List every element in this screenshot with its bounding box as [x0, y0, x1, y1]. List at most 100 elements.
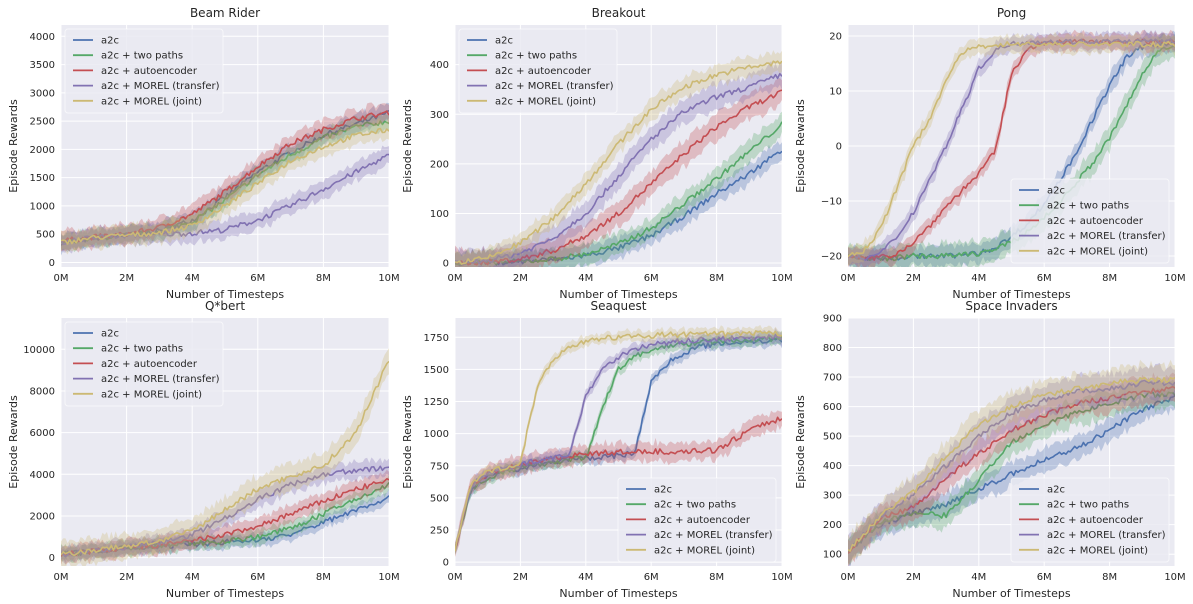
y-tick-label: 0	[443, 558, 449, 569]
y-tick-label: 250	[430, 526, 449, 537]
x-tick-label: 10M	[1164, 273, 1185, 284]
legend-label-a2c-two-paths: a2c + two paths	[101, 344, 183, 355]
x-tick-label: 2M	[906, 273, 921, 284]
legend-label-a2c-two-paths: a2c + two paths	[101, 51, 183, 62]
legend-label-a2c: a2c	[1047, 485, 1065, 496]
legend-label-a2c-two-paths: a2c + two paths	[495, 51, 577, 62]
y-tick-label: 0	[49, 258, 55, 269]
chart-title: Q*bert	[205, 299, 245, 313]
y-tick-label: 300	[430, 110, 449, 121]
legend: a2c a2c + two paths a2c + autoencoder a2c +…	[64, 28, 224, 114]
series-line-a2c-autoencoder	[61, 110, 389, 243]
x-tick-label: 6M	[250, 572, 265, 583]
legend-frame	[64, 28, 224, 114]
y-tick-label: 3000	[30, 88, 55, 99]
y-tick-label: 10000	[23, 345, 55, 356]
series-line-a2c-morel-transfer	[61, 153, 389, 246]
series-line-a2c-morel-joint	[848, 376, 1175, 552]
x-tick-label: 2M	[513, 572, 528, 583]
chart-panel-q-bert: 0M 2M 4M 6M 8M 10M 0 2000 4000 6000 8000 10000 Q*ber…	[7, 299, 400, 600]
series-line-a2c-autoencoder	[848, 38, 1175, 262]
chart-panel-space-invaders: 0M 2M 4M 6M 8M 10M 100 200 300 400 500 600 700 800 900…	[794, 299, 1186, 600]
chart-title: Space Invaders	[965, 299, 1057, 313]
x-tick-label: 8M	[709, 273, 724, 284]
y-tick-label: 1000	[424, 429, 449, 440]
y-tick-label: 400	[430, 60, 449, 71]
y-tick-label: 1500	[30, 173, 55, 184]
y-axis-label: Episode Rewards	[794, 99, 807, 193]
y-tick-label: 3500	[30, 60, 55, 71]
band-a2c-morel-joint	[61, 348, 389, 566]
band-a2c-morel-transfer	[455, 61, 782, 267]
chart-title: Breakout	[592, 6, 646, 20]
y-tick-label: 8000	[30, 386, 55, 397]
x-tick-label: 0M	[54, 273, 69, 284]
band-a2c-morel-joint	[455, 50, 782, 267]
legend-label-a2c: a2c	[1047, 186, 1065, 197]
y-tick-label: −20	[821, 252, 842, 263]
legend-label-a2c-autoencoder: a2c + autoencoder	[1047, 216, 1144, 227]
legend: a2c a2c + two paths a2c + autoencoder a2c +…	[1010, 178, 1170, 264]
y-tick-label: 800	[823, 343, 842, 354]
series-line-a2c-autoencoder	[455, 89, 782, 266]
band-a2c-two-paths	[455, 111, 782, 267]
legend-label-a2c-autoencoder: a2c + autoencoder	[495, 66, 592, 77]
y-tick-label: 200	[823, 520, 842, 531]
y-tick-label: 1000	[30, 201, 55, 212]
y-tick-label: 0	[49, 553, 55, 564]
legend-frame	[1010, 178, 1170, 264]
x-tick-label: 2M	[119, 572, 134, 583]
y-tick-label: 20	[829, 32, 842, 43]
x-tick-label: 0M	[841, 572, 856, 583]
band-a2c-two-paths	[61, 111, 389, 253]
legend-frame	[1010, 477, 1170, 563]
y-tick-label: 4000	[30, 470, 55, 481]
chart-panel-breakout: 0M 2M 4M 6M 8M 10M 0 100 200 300 400 Breakout Number…	[401, 6, 793, 301]
x-tick-label: 4M	[185, 273, 200, 284]
legend-label-a2c: a2c	[654, 485, 672, 496]
x-tick-label: 4M	[578, 273, 593, 284]
series-line-a2c-morel-joint	[61, 127, 389, 245]
y-tick-label: 4000	[30, 32, 55, 43]
legend-label-a2c: a2c	[101, 329, 119, 340]
legend-label-a2c-morel-joint: a2c + MOREL (joint)	[495, 96, 596, 107]
band-a2c-morel-transfer	[61, 145, 389, 254]
x-tick-label: 0M	[448, 273, 463, 284]
y-axis-label: Episode Rewards	[7, 395, 20, 489]
band-a2c-autoencoder	[61, 469, 389, 565]
legend-frame	[617, 477, 777, 563]
x-tick-label: 10M	[1164, 572, 1185, 583]
y-tick-label: 2000	[30, 511, 55, 522]
band-a2c-morel-joint	[848, 359, 1175, 566]
y-tick-label: 100	[823, 550, 842, 561]
y-tick-label: 1500	[424, 365, 449, 376]
y-tick-label: 750	[430, 461, 449, 472]
legend-label-a2c-morel-joint: a2c + MOREL (joint)	[1047, 246, 1148, 257]
x-tick-label: 6M	[644, 572, 659, 583]
y-tick-label: 2500	[30, 117, 55, 128]
x-tick-label: 8M	[709, 572, 724, 583]
series-line-a2c-morel-joint	[455, 330, 782, 552]
legend-label-a2c-two-paths: a2c + two paths	[1047, 500, 1129, 511]
y-tick-label: 100	[430, 209, 449, 220]
series-line-a2c-morel-transfer	[455, 72, 782, 266]
band-a2c	[848, 30, 1175, 267]
legend-label-a2c-two-paths: a2c + two paths	[1047, 201, 1129, 212]
legend-label-a2c-autoencoder: a2c + autoencoder	[654, 515, 751, 526]
x-tick-label: 10M	[378, 273, 399, 284]
x-tick-label: 8M	[316, 572, 331, 583]
band-a2c-autoencoder	[61, 102, 389, 253]
x-tick-label: 8M	[1102, 273, 1117, 284]
legend-frame	[458, 28, 618, 114]
x-tick-label: 2M	[906, 572, 921, 583]
series-line-a2c-morel-transfer	[848, 379, 1175, 552]
band-a2c-autoencoder	[455, 78, 782, 267]
x-tick-label: 6M	[1037, 572, 1052, 583]
y-tick-label: 300	[823, 491, 842, 502]
y-tick-label: 700	[823, 373, 842, 384]
legend: a2c a2c + two paths a2c + autoencoder a2c +…	[617, 477, 777, 563]
y-tick-label: 1250	[424, 397, 449, 408]
y-axis-label: Episode Rewards	[7, 99, 20, 193]
series-line-a2c-morel-transfer	[848, 38, 1175, 261]
